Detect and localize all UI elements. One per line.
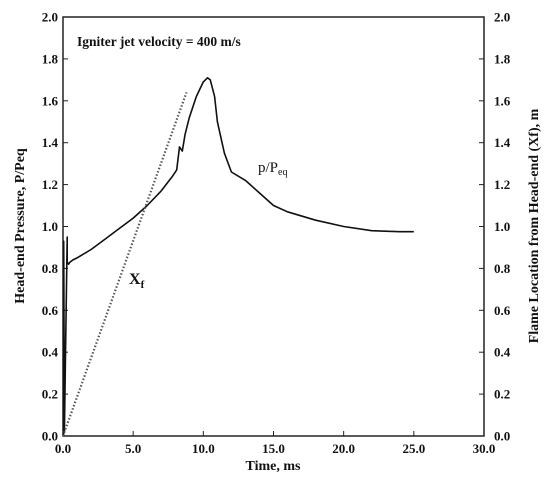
x-tick-label: 0.0 [55, 441, 71, 456]
y-right-tick-label: 1.0 [494, 219, 510, 234]
y-left-tick-label: 0.2 [42, 387, 58, 402]
series-line-pressure [62, 77, 414, 436]
x-axis-ticks: 0.0 5.0 10.0 15.0 20.0 25.0 30.0 [55, 431, 496, 456]
y-right-tick-label: 1.2 [494, 177, 510, 192]
label-pressure: p/Peq [258, 160, 287, 178]
y-right-tick-label: 0.8 [494, 261, 511, 276]
y-left-tick-label: 1.4 [42, 135, 59, 150]
y-left-tick-label: 1.8 [42, 51, 59, 66]
label-flame-base: X [129, 271, 141, 288]
x-tick-label: 10.0 [192, 441, 215, 456]
y-right-tick-label: 1.8 [494, 51, 511, 66]
series-layer [61, 77, 414, 437]
y-right-tick-label: 0.4 [494, 345, 511, 360]
x-tick-label: 20.0 [332, 441, 355, 456]
series-line-flame-location [61, 92, 188, 437]
label-flame-sub: f [141, 279, 145, 291]
y-left-tick-label: 1.2 [42, 177, 58, 192]
y-left-tick-label: 0.0 [42, 429, 58, 444]
label-pressure-base: p/P [258, 160, 278, 176]
y-right-tick-label: 2.0 [494, 10, 510, 25]
y-left-tick-label: 0.6 [42, 303, 59, 318]
x-axis-label: Time, ms [246, 459, 302, 474]
x-tick-label: 25.0 [402, 441, 425, 456]
y-left-tick-label: 1.0 [42, 219, 58, 234]
x-tick-label: 15.0 [262, 441, 285, 456]
label-flame: Xf [129, 271, 145, 291]
y-left-tick-label: 0.4 [42, 345, 59, 360]
y-left-tick-label: 1.6 [42, 93, 59, 108]
annotation-text: Igniter jet velocity = 400 m/s [77, 34, 241, 49]
x-tick-label: 30.0 [473, 441, 496, 456]
plot-frame [62, 16, 485, 437]
label-pressure-sub: eq [278, 167, 287, 178]
y-right-tick-label: 0.0 [494, 429, 510, 444]
y-right-tick-label: 0.2 [494, 387, 510, 402]
y-right-tick-label: 1.4 [494, 135, 511, 150]
y-right-tick-label: 0.6 [494, 303, 511, 318]
y-axis-left-label: Head-end Pressure, P/Peq [13, 148, 28, 304]
y-axis-right-label: Flame Location from Head-end (Xf), m [527, 108, 542, 343]
y-right-tick-label: 1.6 [494, 93, 511, 108]
y-left-tick-label: 0.8 [42, 261, 59, 276]
y-axis-right-ticks: 0.0 0.2 0.4 0.6 0.8 1.0 1.2 1.4 1.6 1.8 2.0 [479, 10, 511, 444]
y-left-tick-label: 2.0 [42, 10, 58, 25]
x-tick-label: 5.0 [125, 441, 141, 456]
y-axis-left-ticks: 0.0 0.2 0.4 0.6 0.8 1.0 1.2 1.4 1.6 1.8 2.0 [42, 10, 68, 444]
